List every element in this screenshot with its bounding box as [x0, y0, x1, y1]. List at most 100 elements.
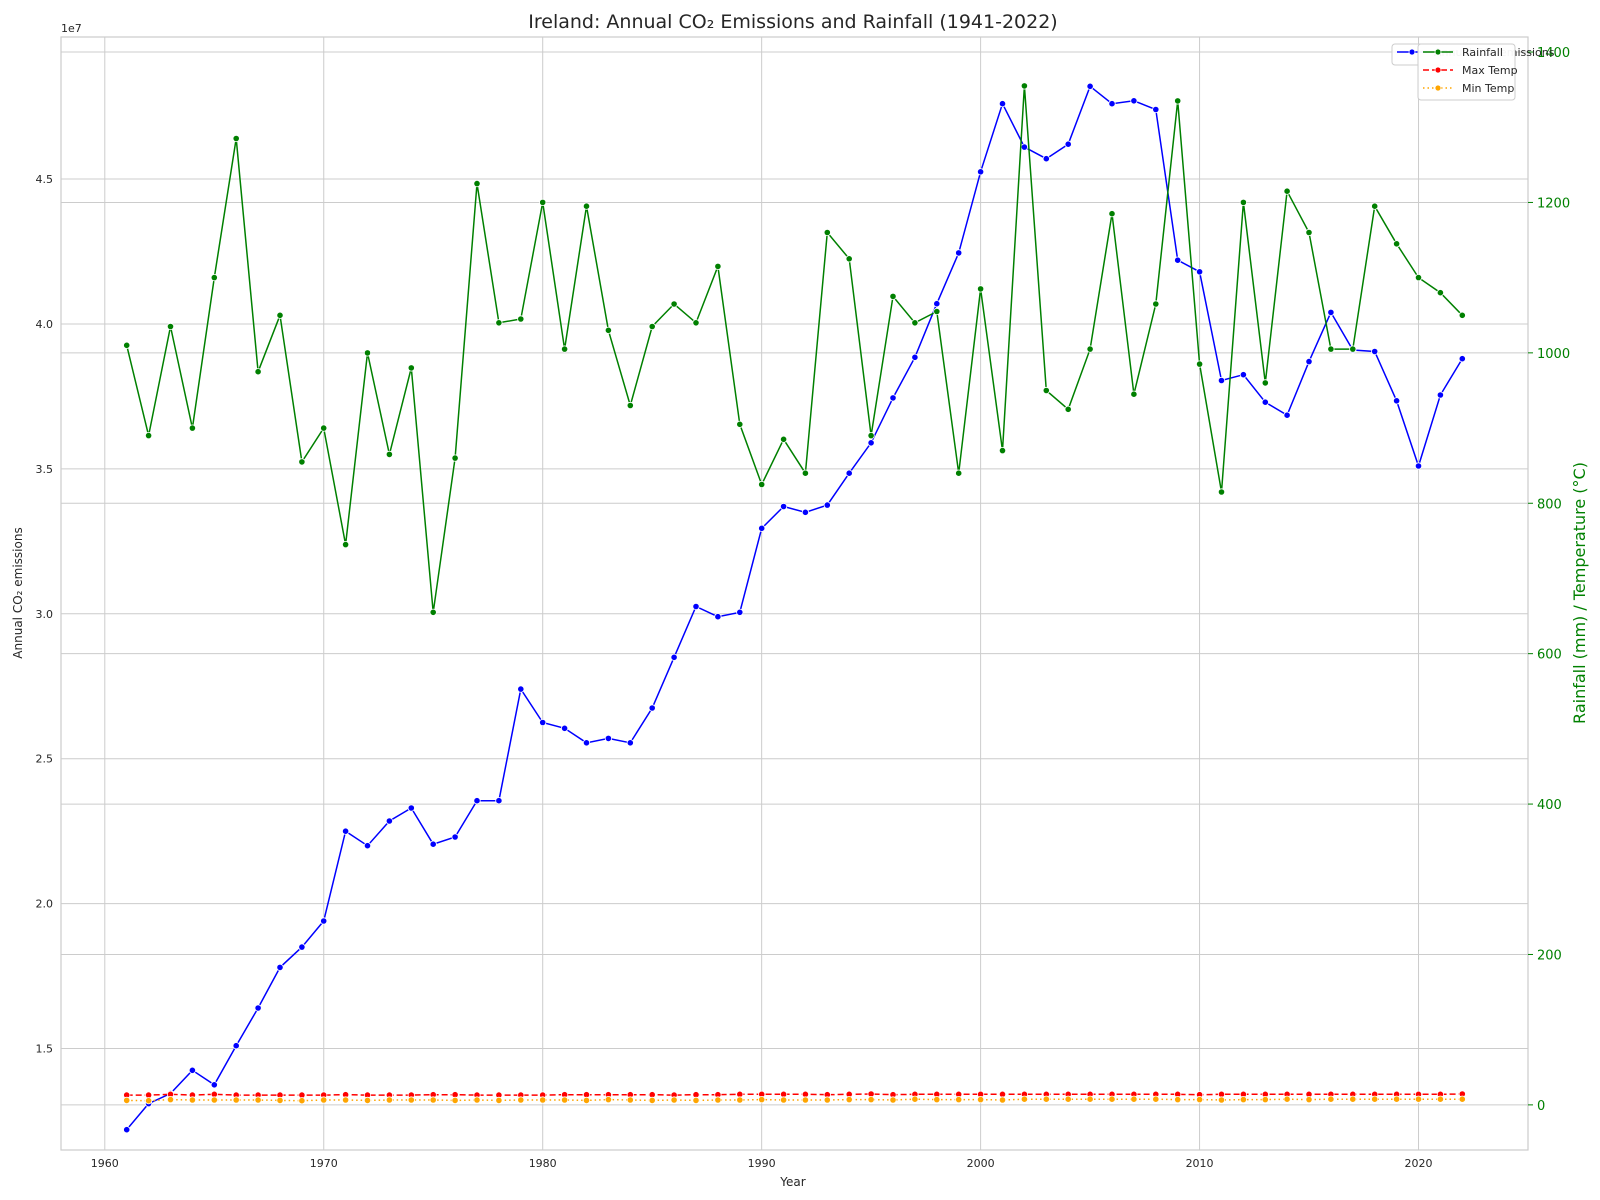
series-rainfall	[123, 82, 1466, 616]
point-rainfall-1963	[166, 322, 175, 331]
point-min-temp-1985	[648, 1096, 656, 1105]
point-min-temp-1983	[604, 1096, 613, 1104]
point-min-temp-1968	[276, 1096, 284, 1105]
point-annual-co-emissions-1965	[210, 1081, 218, 1089]
point-annual-co-emissions-1961	[123, 1126, 131, 1134]
point-annual-co-emissions-1990	[758, 524, 766, 532]
point-min-temp-1972	[363, 1096, 372, 1105]
point-min-temp-1976	[451, 1096, 459, 1105]
point-rainfall-1988	[714, 262, 722, 270]
point-min-temp-2015	[1305, 1096, 1313, 1104]
point-annual-co-emissions-1972	[363, 842, 372, 850]
point-annual-co-emissions-1996	[889, 394, 897, 402]
point-rainfall-1997	[911, 319, 919, 327]
point-min-temp-1993	[823, 1096, 831, 1104]
point-rainfall-1994	[845, 255, 853, 263]
point-rainfall-1984	[626, 401, 634, 410]
x-tick-label-1980: 1980	[529, 1157, 557, 1170]
point-min-temp-1998	[933, 1096, 941, 1104]
point-annual-co-emissions-2013	[1261, 398, 1269, 406]
y-axis-label-left: Annual CO₂ emissions	[11, 527, 25, 658]
point-min-temp-2016	[1327, 1095, 1335, 1103]
point-rainfall-2015	[1305, 228, 1313, 237]
point-annual-co-emissions-2007	[1130, 97, 1138, 105]
point-min-temp-1992	[801, 1096, 810, 1104]
series-annual-co-emissions	[123, 82, 1466, 1134]
point-rainfall-2003	[1042, 386, 1050, 395]
legend-right-box	[1417, 43, 1516, 101]
point-annual-co-emissions-1987	[692, 602, 700, 611]
y-right-tick-label-1200: 1200	[1537, 196, 1570, 211]
x-tick-label-2010: 2010	[1186, 1157, 1214, 1170]
legend-co2-marker	[1408, 48, 1416, 56]
point-annual-co-emissions-1967	[254, 1004, 262, 1012]
point-rainfall-1998	[933, 307, 941, 316]
point-min-temp-1974	[407, 1096, 415, 1104]
point-rainfall-1987	[692, 319, 700, 327]
point-min-temp-1965	[210, 1096, 218, 1104]
point-rainfall-2018	[1371, 202, 1379, 210]
point-min-temp-2017	[1349, 1095, 1357, 1103]
point-rainfall-1977	[473, 180, 481, 188]
point-annual-co-emissions-2003	[1042, 155, 1050, 163]
y-left-tick-label-3.0: 3.0	[36, 608, 54, 621]
point-min-temp-2002	[1020, 1095, 1029, 1103]
point-rainfall-2011	[1217, 488, 1226, 496]
point-annual-co-emissions-2012	[1239, 371, 1248, 379]
y-left-tick-label-1.5: 1.5	[36, 1043, 54, 1056]
point-min-temp-2019	[1393, 1095, 1401, 1103]
point-min-temp-2011	[1217, 1096, 1226, 1104]
point-min-temp-1962	[145, 1097, 153, 1105]
point-annual-co-emissions-2018	[1371, 347, 1379, 356]
point-rainfall-1967	[254, 368, 262, 376]
point-annual-co-emissions-1989	[736, 608, 744, 616]
y-right-tick-label-1000: 1000	[1537, 347, 1570, 362]
point-annual-co-emissions-2005	[1086, 82, 1094, 90]
point-min-temp-1977	[473, 1096, 481, 1104]
y-left-tick-label-4.5: 4.5	[36, 173, 54, 186]
point-annual-co-emissions-2010	[1196, 268, 1204, 276]
plot-frame	[60, 36, 1529, 1151]
point-rainfall-1979	[517, 315, 525, 323]
point-min-temp-2007	[1130, 1095, 1138, 1103]
point-annual-co-emissions-1975	[429, 840, 437, 848]
point-rainfall-2019	[1393, 240, 1401, 248]
x-tick-label-2020: 2020	[1405, 1157, 1433, 1170]
point-min-temp-1988	[714, 1096, 722, 1104]
point-min-temp-1995	[867, 1096, 875, 1104]
point-min-temp-1997	[911, 1095, 919, 1103]
series-layer	[123, 82, 1466, 1134]
x-tick-label-1960: 1960	[91, 1157, 119, 1170]
point-annual-co-emissions-2008	[1152, 105, 1160, 114]
point-annual-co-emissions-1971	[341, 827, 350, 835]
point-annual-co-emissions-1986	[670, 653, 678, 661]
y-left-tick-label-4.0: 4.0	[36, 318, 54, 331]
x-tick-label-1970: 1970	[310, 1157, 338, 1170]
point-rainfall-1983	[604, 326, 613, 334]
point-rainfall-1991	[779, 435, 788, 443]
point-annual-co-emissions-1976	[451, 833, 459, 841]
y-axis-label-right: Rainfall (mm) / Temperature (°C)	[1570, 462, 1589, 724]
point-rainfall-1969	[298, 458, 306, 466]
point-min-temp-2022	[1458, 1095, 1466, 1103]
point-min-temp-2012	[1239, 1096, 1248, 1104]
point-min-temp-2000	[976, 1096, 985, 1104]
point-min-temp-1961	[123, 1096, 131, 1105]
point-annual-co-emissions-2002	[1020, 143, 1029, 151]
point-rainfall-1975	[429, 608, 437, 616]
point-rainfall-1966	[232, 134, 240, 143]
point-min-temp-1986	[670, 1096, 678, 1104]
point-annual-co-emissions-2021	[1436, 391, 1445, 399]
legend-mintemp-marker	[1434, 84, 1442, 92]
point-min-temp-1991	[779, 1096, 788, 1104]
point-annual-co-emissions-1998	[933, 300, 941, 308]
x-tick-label-2000: 2000	[967, 1157, 995, 1170]
point-rainfall-2017	[1349, 345, 1357, 353]
y-left-tick-label-2.0: 2.0	[36, 898, 54, 911]
point-rainfall-1982	[582, 202, 591, 210]
point-annual-co-emissions-1968	[276, 963, 284, 972]
point-rainfall-1970	[320, 424, 328, 432]
point-min-temp-2006	[1108, 1095, 1116, 1103]
point-min-temp-2008	[1152, 1095, 1160, 1103]
y-right-tick-label-800: 800	[1537, 497, 1562, 512]
